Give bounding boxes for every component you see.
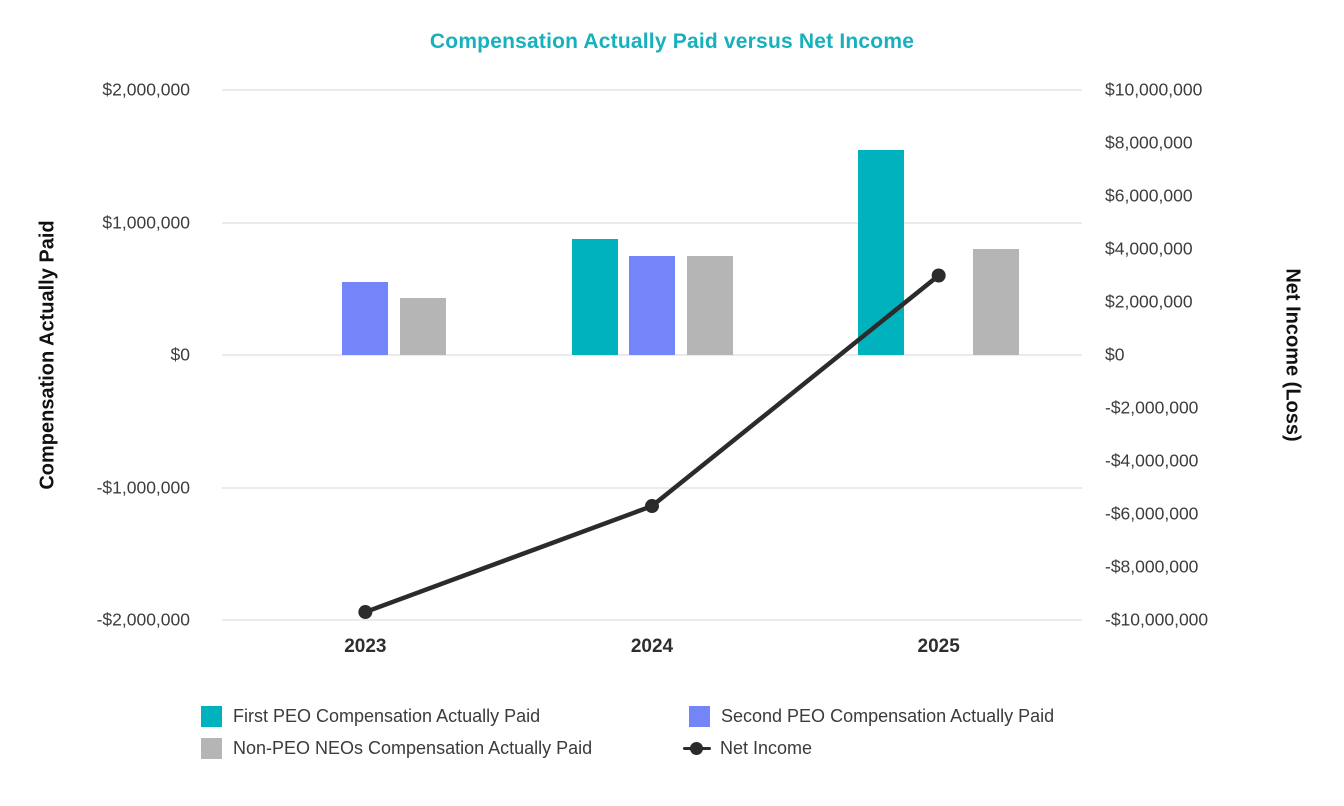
legend-item-non-peo-neos: Non-PEO NEOs Compensation Actually Paid bbox=[201, 737, 592, 759]
left-axis-tick-label: -$2,000,000 bbox=[96, 609, 190, 630]
bar-2023-series-1 bbox=[342, 282, 389, 355]
gridline bbox=[222, 486, 1082, 489]
right-axis-tick-label: $4,000,000 bbox=[1105, 238, 1193, 259]
left-axis-tick-label: $1,000,000 bbox=[102, 212, 190, 232]
right-axis-tick-label: $10,000,000 bbox=[1105, 79, 1203, 100]
gridline bbox=[222, 221, 1082, 224]
right-axis-tick-label: $6,000,000 bbox=[1105, 185, 1193, 206]
x-axis-label-2023: 2023 bbox=[344, 636, 387, 657]
legend-label: Non-PEO NEOs Compensation Actually Paid bbox=[233, 737, 593, 758]
bar-2024-series-2 bbox=[686, 255, 733, 355]
right-axis-title: Net Income (Loss) bbox=[1281, 268, 1304, 442]
right-axis-tick-label: $2,000,000 bbox=[1105, 291, 1193, 312]
right-axis-tick-label: $8,000,000 bbox=[1105, 132, 1193, 153]
x-axis-label-2024: 2024 bbox=[630, 636, 674, 657]
bar-2025-series-0 bbox=[858, 149, 905, 355]
non-peo-neos-swatch-icon bbox=[201, 737, 222, 759]
bar-2023-series-2 bbox=[399, 298, 446, 355]
right-axis-tick-label: -$4,000,000 bbox=[1105, 450, 1199, 471]
legend-item-net-income: Net Income bbox=[683, 737, 812, 759]
net-income-line-marker-icon bbox=[683, 738, 711, 759]
first-peo-swatch-icon bbox=[201, 705, 222, 727]
left-axis-tick-label: $2,000,000 bbox=[102, 79, 190, 100]
bar-2024-series-1 bbox=[629, 255, 675, 355]
right-axis-tick-label: -$2,000,000 bbox=[1105, 397, 1199, 418]
second-peo-swatch-icon bbox=[689, 705, 710, 727]
net-income-point bbox=[931, 268, 946, 283]
gridline bbox=[222, 619, 1082, 621]
right-axis-tick-label: -$6,000,000 bbox=[1105, 503, 1199, 524]
legend-label: First PEO Compensation Actually Paid bbox=[233, 705, 541, 726]
bar-2024-series-0 bbox=[571, 239, 618, 355]
net-income-point bbox=[358, 605, 373, 620]
legend-item-first-peo: First PEO Compensation Actually Paid bbox=[201, 705, 540, 727]
left-axis-tick-label: $0 bbox=[170, 344, 190, 365]
legend-label: Second PEO Compensation Actually Paid bbox=[721, 705, 1055, 726]
right-axis-tick-label: $0 bbox=[1105, 344, 1125, 365]
x-axis-label-2025: 2025 bbox=[917, 636, 960, 657]
right-axis-tick-label: -$10,000,000 bbox=[1105, 609, 1209, 630]
legend-label: Net Income bbox=[720, 737, 813, 758]
left-axis-tick-label: -$1,000,000 bbox=[96, 477, 190, 497]
chart-title: Compensation Actually Paid versus Net In… bbox=[429, 30, 915, 53]
right-axis-tick-label: -$8,000,000 bbox=[1105, 556, 1199, 577]
bar-2025-series-2 bbox=[973, 249, 1020, 355]
net-income-point bbox=[645, 499, 659, 514]
gridline bbox=[222, 89, 1082, 91]
legend-item-second-peo: Second PEO Compensation Actually Paid bbox=[689, 705, 1054, 727]
